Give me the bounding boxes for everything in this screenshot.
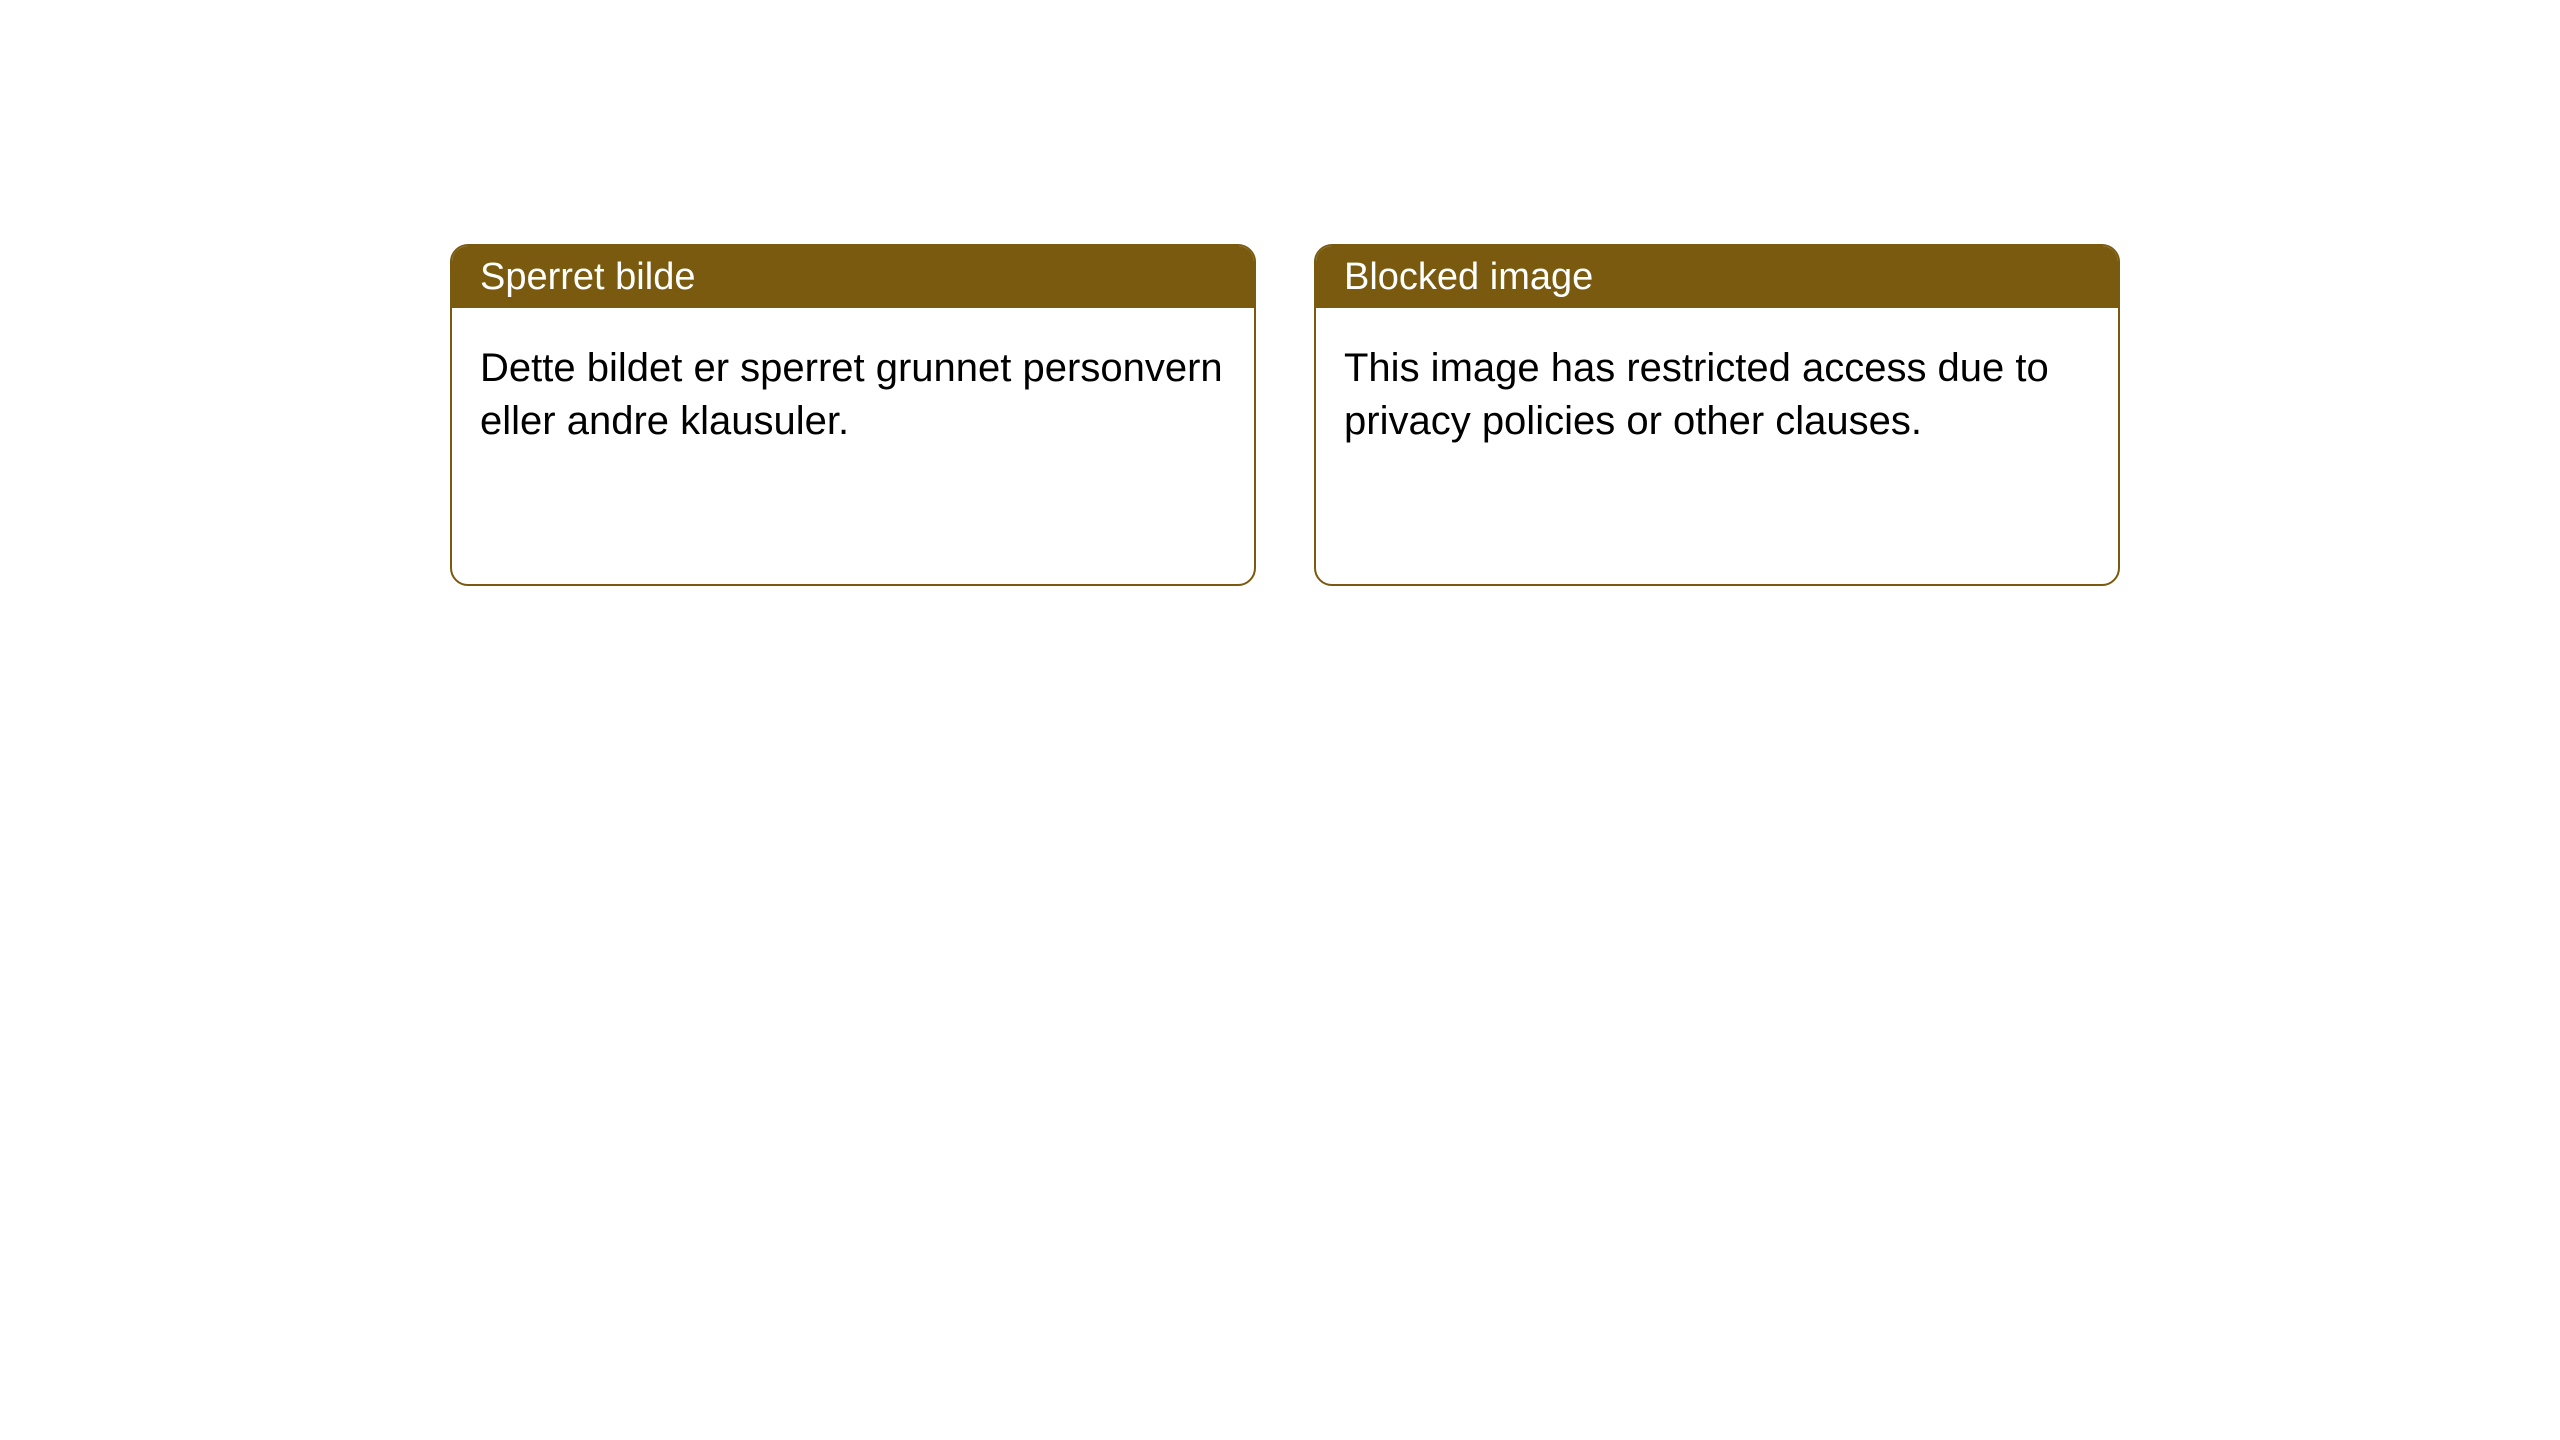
card-container: Sperret bilde Dette bildet er sperret gr…	[450, 244, 2120, 586]
card-header: Blocked image	[1316, 246, 2118, 308]
card-body: This image has restricted access due to …	[1316, 308, 2118, 482]
blocked-image-card-en: Blocked image This image has restricted …	[1314, 244, 2120, 586]
blocked-image-card-no: Sperret bilde Dette bildet er sperret gr…	[450, 244, 1256, 586]
card-body: Dette bildet er sperret grunnet personve…	[452, 308, 1254, 482]
card-header: Sperret bilde	[452, 246, 1254, 308]
